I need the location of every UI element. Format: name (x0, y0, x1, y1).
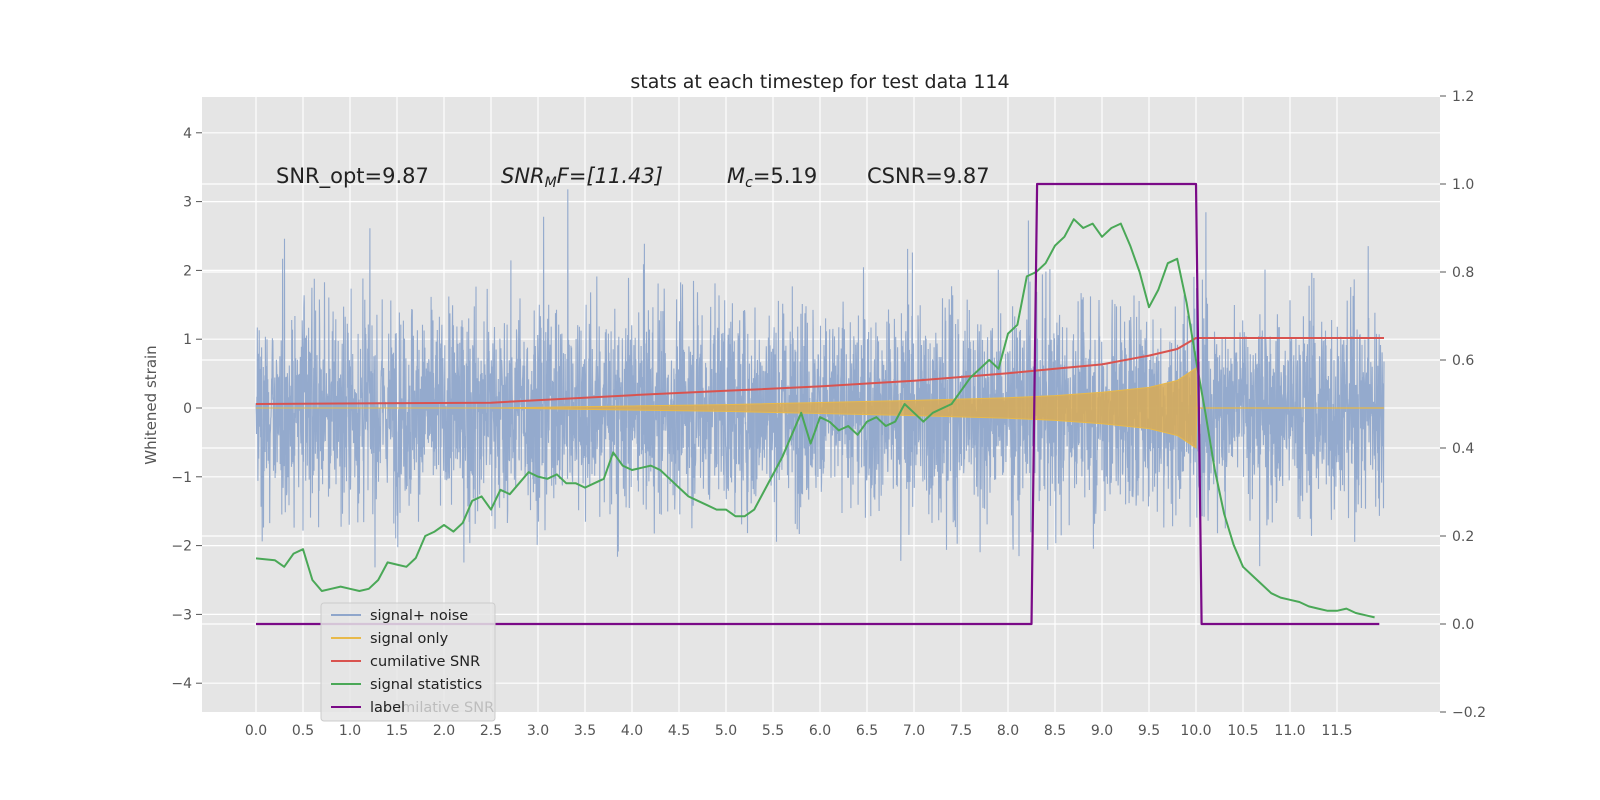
y-left-tick-label: 2 (183, 263, 192, 279)
x-tick-label: 2.0 (433, 723, 455, 739)
y-left-tick-label: 3 (183, 195, 192, 211)
x-tick-label: 0.5 (292, 723, 314, 739)
annotation-chirp-mass: Mc=5.19 (727, 164, 817, 191)
x-tick-label: 1.5 (386, 723, 408, 739)
annotation-csnr: CSNR=9.87 (867, 164, 990, 188)
y-axis-label: Whitened strain (142, 345, 160, 464)
y-axis-right-ticks: −0.2 0.0 0.2 0.4 0.6 0.8 1.0 1.2 (1440, 89, 1486, 721)
x-tick-label: 10.5 (1227, 723, 1258, 739)
legend-label-label: label (370, 700, 405, 716)
y-right-tick-label: 1.0 (1452, 177, 1474, 193)
x-tick-label: 3.0 (527, 723, 549, 739)
legend-ghost-text: cumilative SNR (384, 700, 494, 716)
x-tick-label: 5.0 (715, 723, 737, 739)
y-left-tick-label: 4 (183, 126, 192, 142)
x-tick-label: 5.5 (762, 723, 784, 739)
legend-label-statistics: signal statistics (370, 677, 482, 693)
legend-label-signal: signal only (370, 631, 449, 647)
y-left-tick-label: −3 (171, 607, 192, 623)
annotation-snr-opt: SNR_opt=9.87 (276, 164, 429, 189)
y-right-tick-label: 0.8 (1452, 265, 1474, 281)
legend: cumilative SNR signal+ noise signal only… (320, 602, 496, 722)
y-left-tick-label: 1 (183, 332, 192, 348)
y-left-tick-label: 0 (183, 401, 192, 417)
x-tick-label: 11.5 (1321, 723, 1352, 739)
legend-label-noise: signal+ noise (370, 608, 468, 624)
y-left-tick-label: −1 (171, 470, 192, 486)
x-tick-label: 4.0 (621, 723, 643, 739)
x-tick-label: 6.5 (856, 723, 878, 739)
x-axis-ticks: 0.0 0.5 1.0 1.5 2.0 2.5 3.0 3.5 4.0 4.5 5.0 5.5 6.0 6… (245, 723, 1353, 739)
x-tick-label: 0.0 (245, 723, 267, 739)
x-tick-label: 6.0 (809, 723, 831, 739)
x-tick-label: 10.0 (1180, 723, 1211, 739)
x-tick-label: 8.0 (997, 723, 1019, 739)
x-tick-label: 1.0 (339, 723, 361, 739)
chart-title: stats at each timestep for test data 114 (630, 71, 1009, 93)
x-tick-label: 4.5 (668, 723, 690, 739)
label-series (256, 182, 1380, 626)
legend-box (320, 602, 496, 722)
x-tick-label: 7.5 (950, 723, 972, 739)
y-right-tick-label: 0.6 (1452, 353, 1474, 369)
y-right-tick-label: 1.2 (1452, 89, 1474, 105)
x-tick-label: 11.0 (1274, 723, 1305, 739)
x-tick-label: 8.5 (1044, 723, 1066, 739)
y-right-tick-label: 0.4 (1452, 441, 1474, 457)
y-right-tick-label: 0.0 (1452, 617, 1474, 633)
y-right-tick-label: −0.2 (1452, 705, 1486, 721)
legend-label-cumulative-snr: cumilative SNR (370, 654, 480, 670)
x-tick-label: 7.0 (903, 723, 925, 739)
y-axis-left-ticks: −4 −3 −2 −1 0 1 2 3 4 (171, 126, 202, 692)
annotation-snr-mf: SNRMF=[11.43] (501, 164, 663, 191)
cumulative-snr-series (255, 337, 1384, 405)
x-tick-label: 9.5 (1138, 723, 1160, 739)
x-tick-label: 3.5 (574, 723, 596, 739)
y-left-tick-label: −2 (171, 539, 192, 555)
x-tick-label: 2.5 (480, 723, 502, 739)
signal-statistics-series (255, 218, 1375, 619)
y-left-tick-label: −4 (171, 676, 192, 692)
y-right-tick-label: 0.2 (1452, 529, 1474, 545)
signal-only-series (256, 367, 1384, 449)
x-tick-label: 9.0 (1091, 723, 1113, 739)
